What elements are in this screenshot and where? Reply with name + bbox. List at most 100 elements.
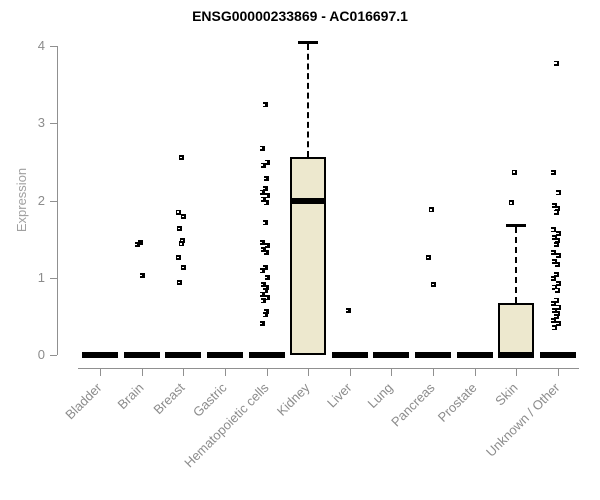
median-line <box>290 197 327 204</box>
outlier-point-notch <box>260 270 263 272</box>
median-line <box>498 352 535 358</box>
outlier-point-notch <box>179 156 182 159</box>
outlier-point <box>550 300 556 306</box>
outlier-point <box>264 275 270 281</box>
outlier-point-notch <box>265 244 268 247</box>
whisker-line <box>307 43 310 157</box>
median-line <box>82 352 118 358</box>
outlier-point-notch <box>261 284 264 286</box>
outlier-point <box>554 310 560 316</box>
outlier-point-notch <box>556 306 559 308</box>
chart-title: ENSG00000233869 - AC016697.1 <box>192 8 408 24</box>
y-tick-label: 2 <box>37 192 45 208</box>
outlier-point-notch <box>554 299 557 301</box>
outlier-point <box>553 209 559 215</box>
outlier-point-notch <box>181 216 184 218</box>
outlier-point-notch <box>551 172 554 174</box>
outlier-point-notch <box>179 243 182 245</box>
median-line <box>373 352 410 358</box>
outlier-point <box>260 246 266 252</box>
outlier-point <box>431 282 437 288</box>
outlier-point-notch <box>555 312 558 314</box>
outlier-point <box>551 235 557 241</box>
outlier-point-notch <box>556 322 559 325</box>
outlier-point-notch <box>264 287 267 289</box>
y-axis-line <box>57 46 58 355</box>
outlier-point <box>345 307 351 313</box>
x-axis-tick <box>391 368 393 376</box>
y-tick-label: 0 <box>37 347 45 362</box>
outlier-point <box>262 220 268 226</box>
outlier-point-notch <box>264 251 267 253</box>
outlier-point-notch <box>261 248 264 250</box>
outlier-point <box>554 262 560 268</box>
outlier-point-notch <box>551 277 554 280</box>
outlier-point-notch <box>135 243 138 246</box>
box <box>498 303 535 355</box>
outlier-point <box>179 154 185 160</box>
outlier-point-notch <box>555 207 558 209</box>
x-axis-tick <box>474 368 476 376</box>
outlier-point-notch <box>551 251 554 253</box>
outlier-point <box>263 175 269 181</box>
outlier-point-notch <box>556 192 559 194</box>
outlier-point <box>259 145 265 151</box>
outlier-point-notch <box>431 284 434 286</box>
outlier-point <box>263 249 269 255</box>
outlier-point <box>262 102 268 108</box>
outlier-point-notch <box>512 171 515 173</box>
outlier-point-notch <box>265 161 268 163</box>
outlier-point-notch <box>263 314 266 316</box>
outlier-point <box>551 259 557 265</box>
x-axis-tick <box>224 368 226 376</box>
median-line <box>456 352 493 358</box>
median-line <box>206 352 243 358</box>
outlier-point <box>553 242 559 248</box>
outlier-point-notch <box>554 315 557 318</box>
outlier-point-notch <box>554 211 557 213</box>
median-line <box>331 352 368 358</box>
whisker-cap <box>506 224 527 228</box>
outlier-point-notch <box>263 222 266 224</box>
x-axis-tick <box>557 368 559 376</box>
outlier-point-notch <box>555 240 558 242</box>
outlier-point-notch <box>551 319 554 321</box>
y-tick-label: 4 <box>37 38 45 54</box>
outlier-point-notch <box>265 195 268 197</box>
x-axis-tick <box>349 368 351 376</box>
outlier-point-notch <box>551 229 554 231</box>
outlier-point-notch <box>264 311 267 313</box>
outlier-point <box>550 170 556 176</box>
outlier-point <box>181 265 187 271</box>
outlier-point <box>259 268 265 274</box>
outlier-point-notch <box>263 290 266 292</box>
outlier-point <box>553 60 559 66</box>
outlier-point <box>553 313 559 319</box>
outlier-point-notch <box>552 236 555 239</box>
whisker-line <box>515 227 518 304</box>
outlier-point <box>429 207 435 213</box>
outlier-point-notch <box>426 257 429 259</box>
outlier-point-notch <box>555 289 558 291</box>
y-axis-tick <box>50 277 57 279</box>
outlier-point <box>263 309 269 315</box>
outlier-point-notch <box>264 177 267 179</box>
outlier-point-notch <box>265 277 268 279</box>
outlier-point-notch <box>264 202 267 204</box>
outlier-point <box>550 249 556 255</box>
outlier-point <box>551 284 557 290</box>
whisker-cap <box>298 40 319 44</box>
outlier-point-notch <box>260 147 263 149</box>
outlier-point <box>551 307 557 313</box>
outlier-point <box>264 295 270 301</box>
outlier-point <box>262 185 268 191</box>
outlier-point-notch <box>554 274 557 276</box>
outlier-point-notch <box>556 282 559 284</box>
outlier-point-notch <box>429 209 432 211</box>
outlier-point <box>426 255 432 261</box>
outlier-point <box>176 209 182 215</box>
outlier-point-notch <box>555 263 558 266</box>
outlier-point <box>259 291 265 297</box>
outlier-point-notch <box>552 309 555 311</box>
